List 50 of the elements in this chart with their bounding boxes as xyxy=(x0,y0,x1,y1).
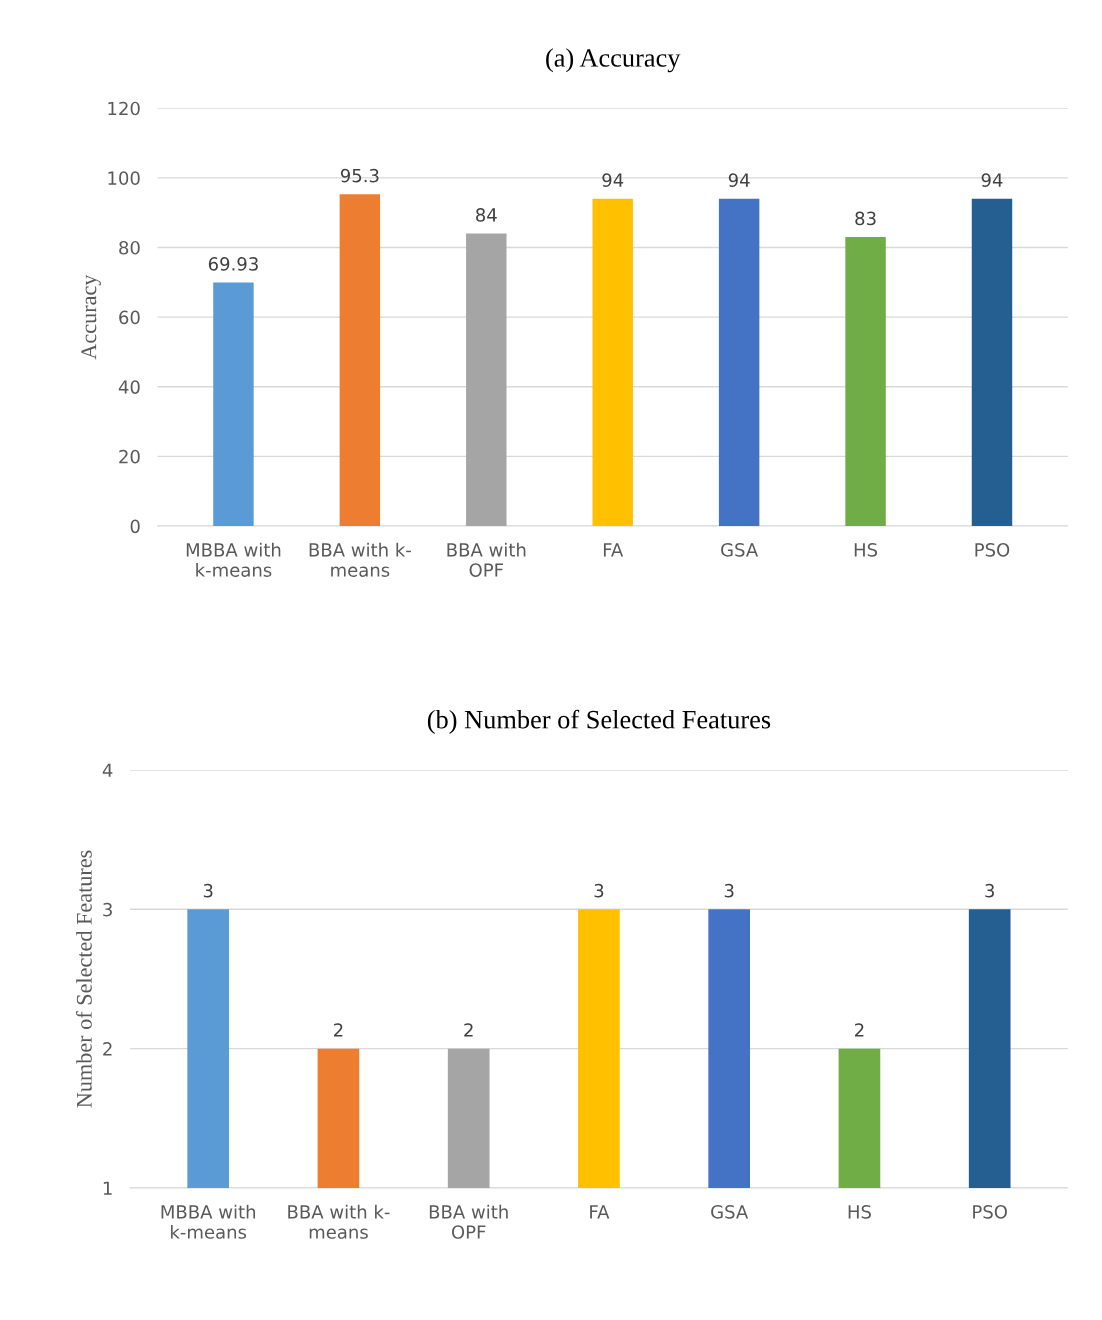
y-axis-title: Accuracy xyxy=(81,274,101,360)
y-tick-label: 20 xyxy=(119,449,140,464)
bar xyxy=(339,194,381,527)
data-label: 84 xyxy=(476,208,497,222)
data-label: 2 xyxy=(855,1023,864,1037)
x-tick-label: GSA xyxy=(721,543,759,557)
y-tick-label: 60 xyxy=(119,310,140,325)
y-tick-label: 0 xyxy=(130,519,140,534)
data-label: 94 xyxy=(981,173,1003,187)
data-label: 94 xyxy=(602,173,624,187)
x-tick-label: BBA with k-means xyxy=(309,542,411,577)
data-label: 3 xyxy=(724,883,734,898)
x-tick-label: PSO xyxy=(973,1204,1007,1219)
bar xyxy=(592,198,633,527)
bar xyxy=(718,198,760,527)
data-label: 3 xyxy=(594,883,604,898)
bar xyxy=(971,198,1013,527)
x-tick-label: MBBA with k-means xyxy=(161,1204,256,1239)
x-tick-label: GSA xyxy=(711,1204,749,1219)
x-tick-label: HS xyxy=(848,1204,871,1219)
x-tick-label: BBA with OPF xyxy=(429,1204,508,1239)
x-tick-label: FA xyxy=(590,1205,610,1219)
y-tick-label: 100 xyxy=(108,171,140,185)
x-tick-label: MBBA with k-means xyxy=(186,542,281,577)
data-label: 95.3 xyxy=(340,168,379,183)
y-axis-title: Number of Selected Features xyxy=(75,850,92,1108)
bar xyxy=(466,233,507,527)
x-tick-label: BBA with OPF xyxy=(447,542,526,577)
data-label: 3 xyxy=(203,883,213,898)
y-tick-label: 1 xyxy=(103,1181,112,1195)
data-label: 83 xyxy=(855,211,876,226)
data-label: 94 xyxy=(728,173,750,187)
x-tick-label: BBA with k-means xyxy=(288,1204,390,1239)
data-label: 2 xyxy=(334,1023,343,1037)
bar xyxy=(213,282,254,527)
data-label: 2 xyxy=(464,1023,473,1037)
chart-title: (a) Accuracy xyxy=(546,48,681,73)
bar xyxy=(845,237,886,527)
y-tick-label: 40 xyxy=(118,380,140,394)
y-tick-label: 80 xyxy=(119,240,140,255)
y-tick-label: 4 xyxy=(102,763,113,777)
y-tick-label: 2 xyxy=(103,1042,112,1056)
data-label: 69.93 xyxy=(208,257,258,271)
data-label: 3 xyxy=(985,883,994,898)
x-tick-label: PSO xyxy=(975,543,1010,557)
chart-title: (b) Number of Selected Features xyxy=(427,709,771,734)
x-tick-label: FA xyxy=(603,543,624,557)
x-tick-label: HS xyxy=(854,543,878,557)
y-tick-label: 120 xyxy=(108,101,140,116)
y-tick-label: 3 xyxy=(103,902,112,917)
